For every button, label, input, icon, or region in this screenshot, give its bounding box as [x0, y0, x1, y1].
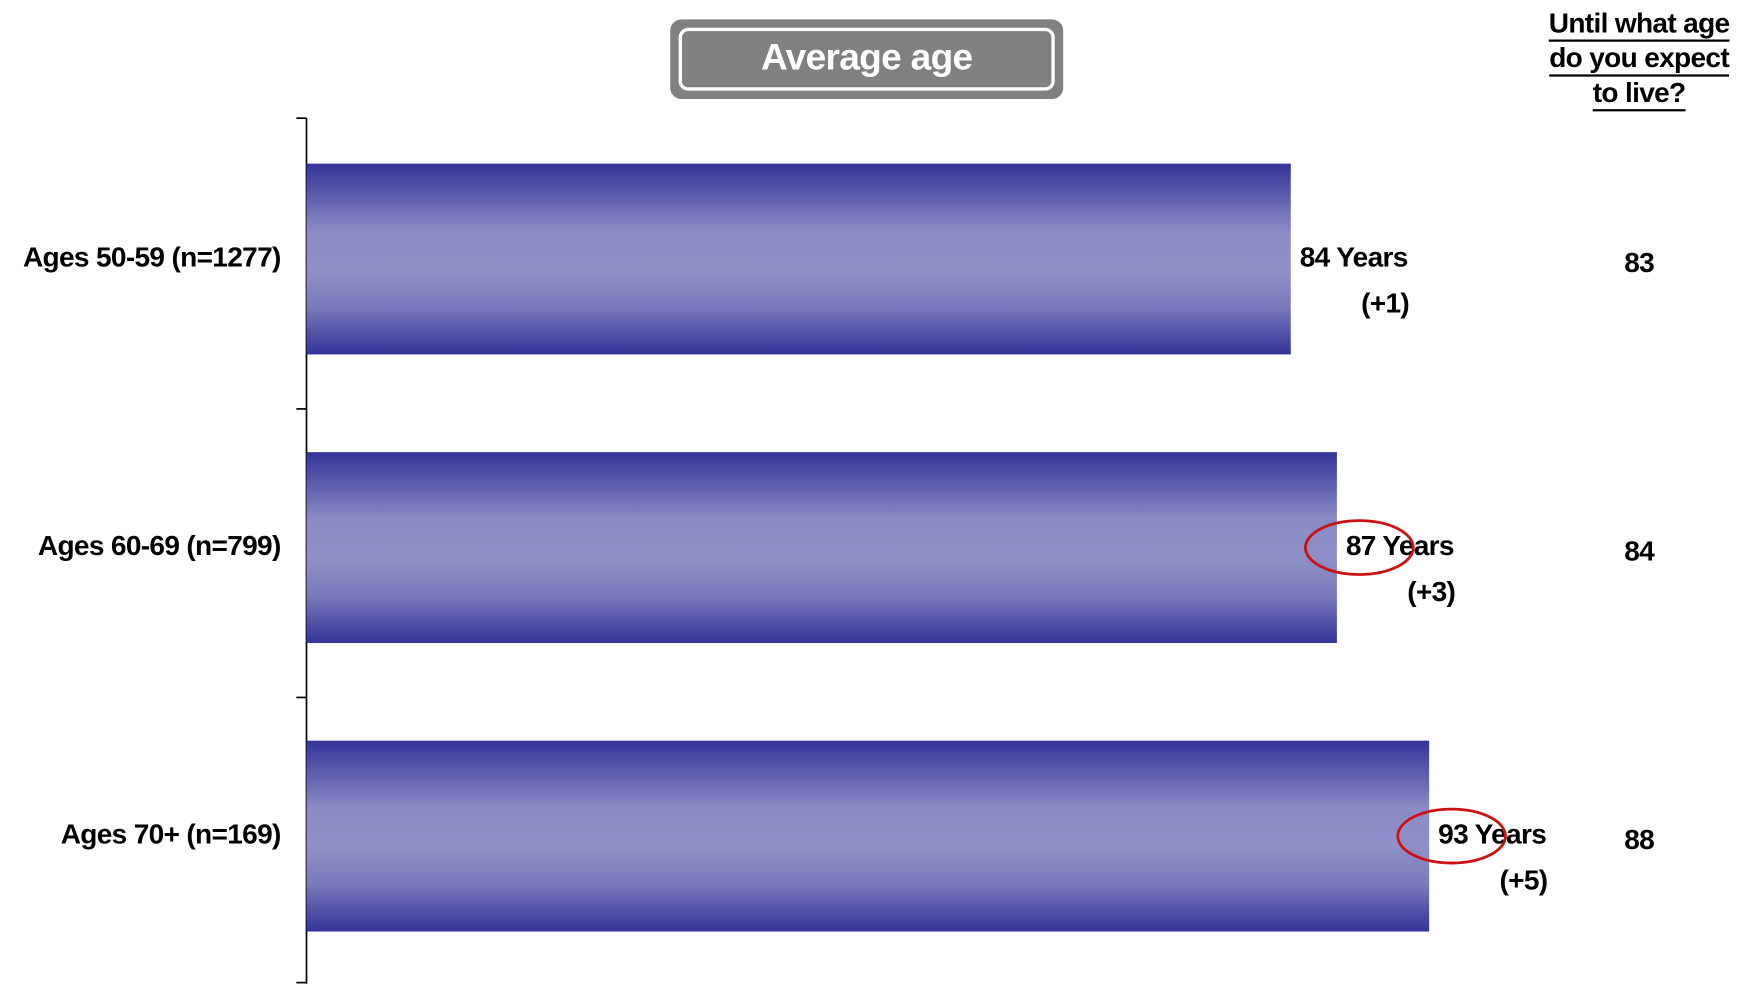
- change-label: (+3): [1407, 576, 1455, 607]
- category-label: Ages 60-69 (n=799): [38, 530, 281, 561]
- expected-title: do you expect: [1549, 42, 1729, 73]
- title-box-inner: [678, 27, 1055, 91]
- change-label: (+5): [1499, 865, 1547, 896]
- bar: [306, 740, 1430, 932]
- expected-value: 84: [1624, 536, 1655, 567]
- bar: [306, 163, 1291, 355]
- change-label: (+1): [1361, 287, 1409, 318]
- value-label: 84 Years: [1300, 241, 1408, 272]
- category-label: Ages 50-59 (n=1277): [23, 241, 281, 272]
- highlight-circle: [1304, 519, 1415, 576]
- value-label: 87 Years: [1346, 530, 1454, 561]
- chart-title: Average age: [761, 36, 973, 78]
- highlight-circle: [1396, 807, 1507, 865]
- bar: [306, 452, 1337, 644]
- expected-value: 83: [1624, 247, 1654, 278]
- value-label: 93 Years: [1438, 819, 1546, 850]
- expected-value: 88: [1624, 824, 1654, 855]
- axis: [296, 117, 308, 984]
- expected-title: Until what age: [1549, 7, 1730, 38]
- expected-title: to live?: [1593, 77, 1686, 108]
- category-label: Ages 70+ (n=169): [61, 819, 281, 850]
- title-box: [670, 19, 1064, 100]
